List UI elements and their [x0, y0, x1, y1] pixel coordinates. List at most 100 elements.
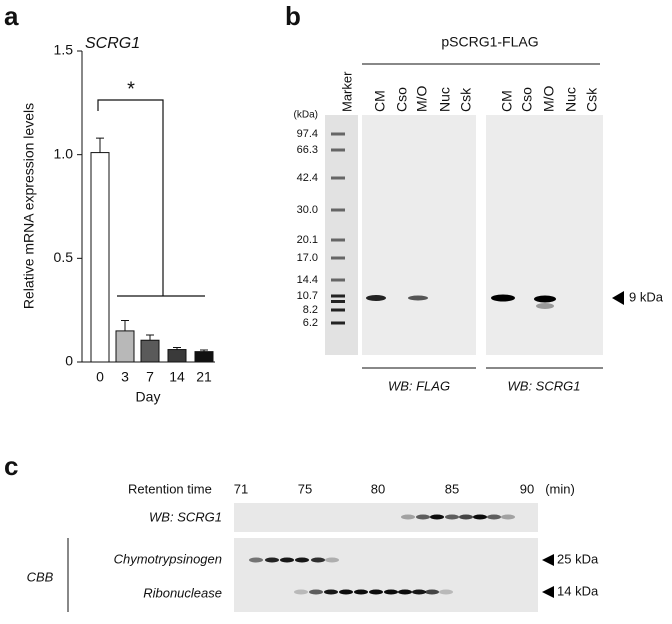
marker-size: 14.4 [297, 274, 318, 286]
significance: * [127, 78, 135, 100]
row-label: WB: SCRG1 [149, 509, 222, 524]
bar [140, 339, 160, 363]
stain: CBB [27, 569, 54, 584]
x-axis-label: Day [136, 389, 161, 405]
band [398, 589, 412, 595]
error-bar [96, 137, 104, 153]
lane-label: Nuc [437, 87, 453, 112]
arrowhead [542, 554, 554, 566]
bar [90, 152, 110, 363]
x-tick-label: 3 [121, 369, 129, 385]
panel-label: b [285, 1, 301, 31]
x-tick-label: 0 [96, 369, 104, 385]
blot [486, 115, 603, 355]
error-bar [200, 349, 208, 352]
blot-name: WB: FLAG [388, 378, 450, 393]
ladder-band [331, 208, 345, 212]
band [324, 589, 338, 595]
marker-size: 97.4 [297, 128, 318, 140]
marker-size: 30.0 [297, 204, 318, 216]
band [459, 514, 473, 520]
marker-size: 10.7 [297, 290, 318, 302]
ladder-band [331, 321, 345, 325]
bar [194, 351, 214, 363]
axis-title: Retention time [128, 481, 212, 496]
strip [234, 538, 538, 612]
blot [362, 115, 476, 355]
lane-label: Cso [394, 87, 410, 112]
marker-size: 8.2 [303, 304, 318, 316]
error-bar [173, 346, 181, 350]
ladder-band [331, 294, 345, 298]
lane-label: CM [499, 90, 515, 112]
kda-unit: (kDa) [294, 110, 318, 121]
band [369, 589, 383, 595]
marker-size: 42.4 [297, 172, 318, 184]
band [309, 589, 323, 595]
bands [366, 294, 556, 309]
error-bar [121, 320, 129, 331]
bracket [97, 99, 205, 297]
size: 25 kDa [557, 551, 599, 566]
error-bar [146, 334, 154, 341]
ladder-band [331, 256, 345, 260]
band [249, 557, 263, 563]
ladder-band [331, 300, 345, 303]
band [473, 514, 487, 520]
marker-label: Marker [339, 71, 354, 112]
marker-size: 66.3 [297, 144, 318, 156]
lane-label: Csk [584, 87, 600, 112]
band [401, 514, 415, 520]
band [425, 589, 439, 595]
time-label: 75 [298, 481, 312, 496]
construct: pSCRG1-FLAG [441, 34, 538, 50]
lane-label: Nuc [563, 87, 579, 112]
ladder-band [331, 148, 345, 152]
lane-label: M/O [414, 85, 430, 112]
time-label: 80 [371, 481, 385, 496]
marker-lane [325, 115, 358, 355]
y-tick-label: 0.5 [54, 249, 74, 265]
time-label: 85 [445, 481, 459, 496]
band [439, 589, 453, 595]
band [412, 589, 426, 595]
band [430, 514, 444, 520]
bar [167, 349, 187, 363]
band [325, 557, 339, 563]
y-tick-label: 0 [65, 353, 73, 369]
bar [115, 330, 135, 363]
band [501, 514, 515, 520]
band-size: 9 kDa [629, 289, 664, 304]
panel-label: c [4, 451, 18, 481]
marker-size: 6.2 [303, 317, 318, 329]
arrowhead [542, 586, 554, 598]
band [416, 514, 430, 520]
band [339, 589, 353, 595]
lane-label: Cso [519, 87, 535, 112]
time-label: 90 [520, 481, 534, 496]
band [445, 514, 459, 520]
unit: (min) [545, 481, 575, 496]
band [294, 589, 308, 595]
lane-label: M/O [541, 85, 557, 112]
ladder-band [331, 308, 345, 312]
ladder-band [331, 176, 345, 180]
y-tick-label: 1.5 [54, 42, 74, 58]
marker-size: 17.0 [297, 252, 318, 264]
band [280, 557, 294, 563]
ladder-band [331, 132, 345, 136]
band [354, 589, 368, 595]
size: 14 kDa [557, 583, 599, 598]
x-tick-label: 14 [169, 369, 185, 385]
time-label: 71 [234, 481, 248, 496]
y-axis-label: Relative mRNA expression levels [21, 103, 37, 309]
row-label: Chymotrypsinogen [114, 551, 222, 566]
blot-name: WB: SCRG1 [508, 378, 581, 393]
x-tick-label: 7 [146, 369, 154, 385]
band [265, 557, 279, 563]
lane-label: CM [372, 90, 388, 112]
chart-title: SCRG1 [85, 35, 140, 52]
ladder-band [331, 278, 345, 282]
x-tick-label: 21 [196, 369, 212, 385]
